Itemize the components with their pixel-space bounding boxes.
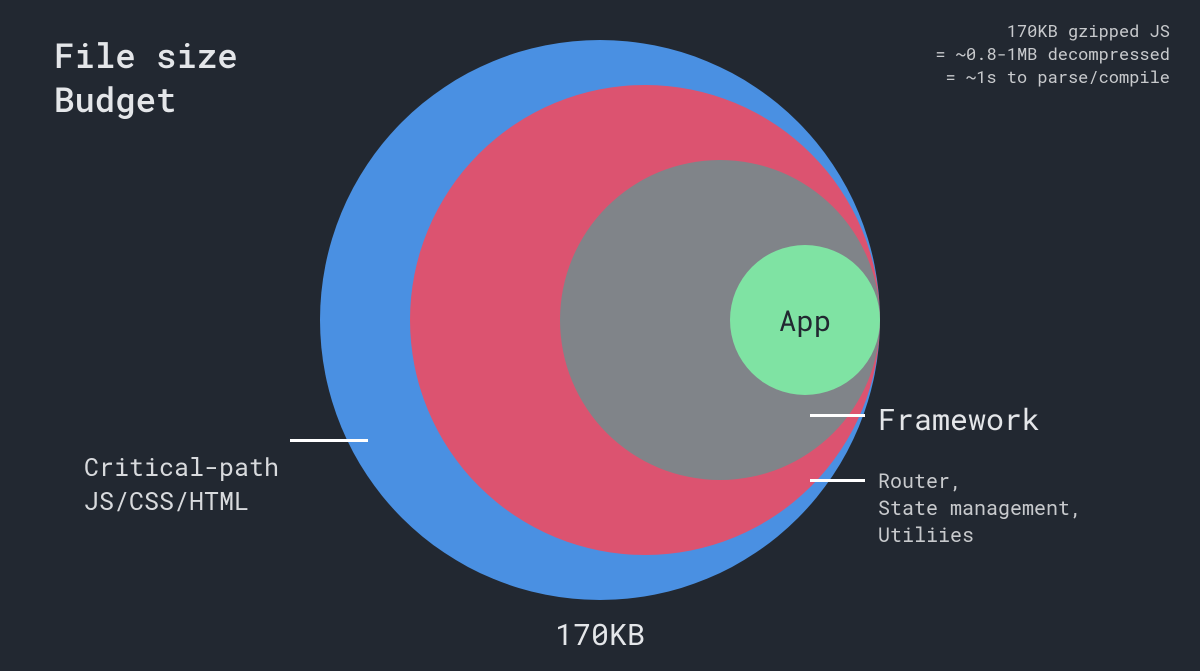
total-size-label: 170KB (555, 615, 645, 654)
size-note: 170KB gzipped JS = ~0.8-1MB decompressed… (935, 20, 1170, 89)
leader-framework (810, 414, 865, 417)
leader-critical-path (290, 439, 368, 442)
label-router: Router, State management, Utiliies (878, 468, 1082, 549)
slide-title: File size Budget (54, 34, 238, 122)
label-critical-path: Critical-path JS/CSS/HTML (84, 450, 279, 518)
leader-router (810, 479, 865, 482)
label-framework: Framework (878, 400, 1040, 441)
app-label: App (779, 301, 831, 339)
